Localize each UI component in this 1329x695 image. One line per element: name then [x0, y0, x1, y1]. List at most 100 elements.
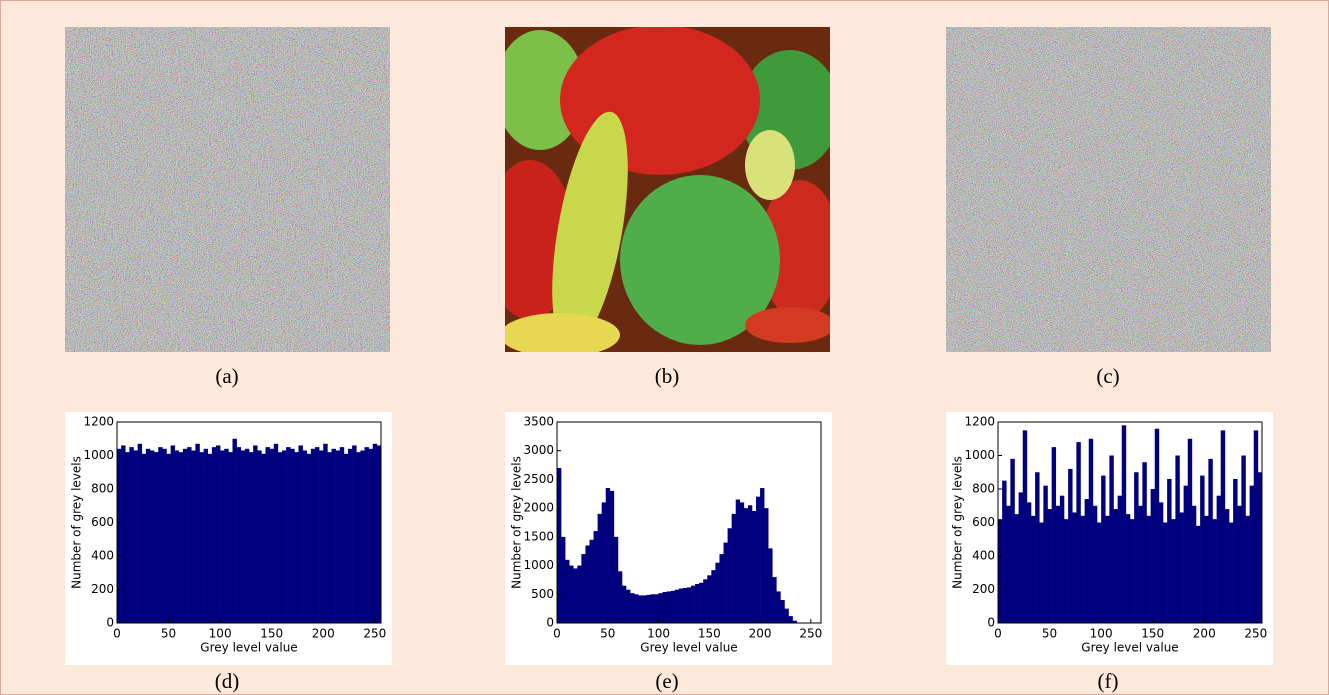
histogram-bar: [1204, 516, 1208, 623]
histogram-bar: [228, 452, 232, 623]
x-tick-label: 0: [553, 627, 561, 641]
x-axis-label: Grey level value: [640, 641, 737, 655]
histogram-bar: [278, 452, 282, 623]
histogram-bar: [646, 595, 650, 623]
histogram-bar: [1147, 516, 1151, 623]
histogram-bar: [1241, 456, 1245, 624]
histogram-bar: [1043, 486, 1047, 623]
encrypted-image: [946, 27, 1271, 352]
x-tick-label: 100: [1090, 627, 1113, 641]
x-tick-label: 200: [1193, 627, 1216, 641]
x-tick-label: 50: [600, 627, 615, 641]
caption: (e): [655, 669, 678, 693]
histogram-bar: [675, 590, 679, 623]
x-tick-label: 200: [312, 627, 335, 641]
histogram-bar: [1060, 496, 1064, 623]
histogram-bar: [319, 450, 323, 623]
histogram-bar: [1151, 489, 1155, 623]
histogram-bar: [183, 449, 187, 623]
histogram-bar: [1142, 462, 1146, 623]
histogram-bar: [683, 588, 687, 623]
x-axis-label: Grey level value: [200, 641, 297, 655]
histogram-bar: [1109, 456, 1113, 624]
histogram-bar: [744, 508, 748, 623]
histogram-bar: [707, 575, 711, 623]
histogram-bar: [286, 447, 290, 623]
histogram-bar: [1155, 429, 1159, 623]
histogram-bar: [1114, 509, 1118, 623]
histogram-bar: [1019, 492, 1023, 623]
histogram-bar: [270, 449, 274, 623]
histogram-bar: [154, 452, 158, 623]
histogram-bar: [1229, 523, 1233, 624]
histogram-bar: [365, 447, 369, 623]
histogram-bar: [1237, 506, 1241, 623]
histogram-bar: [1056, 506, 1060, 623]
histogram-bar: [1093, 506, 1097, 623]
histogram-bar: [1163, 523, 1167, 624]
histogram-bar: [1159, 502, 1163, 623]
y-tick-label: 1000: [83, 448, 114, 462]
histogram-bar: [1048, 509, 1052, 623]
histogram-bar: [323, 444, 327, 623]
histogram-bar: [622, 586, 626, 623]
histogram-bar: [200, 452, 204, 623]
histogram-bar: [129, 447, 133, 623]
histogram-bar: [687, 587, 691, 623]
histogram-bar: [719, 554, 723, 623]
histogram-bar: [638, 595, 642, 623]
histogram-bar: [667, 591, 671, 623]
histogram-bar: [1010, 459, 1014, 623]
histogram-bar: [642, 595, 646, 623]
histogram-bar: [253, 445, 257, 623]
histogram-bar: [626, 590, 630, 623]
histogram-bar: [748, 505, 752, 623]
histogram-bar: [307, 454, 311, 623]
histogram-bar: [175, 450, 179, 623]
histogram-bar: [772, 577, 776, 623]
histogram-bar: [311, 449, 315, 623]
histogram-bar: [1035, 472, 1039, 623]
y-tick-label: 1200: [83, 415, 114, 429]
histogram-bar: [1200, 476, 1204, 623]
histogram-bar: [671, 591, 675, 623]
y-tick-label: 1000: [523, 558, 554, 572]
histogram-bar: [589, 540, 593, 623]
histogram-bar: [1015, 514, 1019, 623]
histogram-bar: [1027, 502, 1031, 623]
caption: (d): [215, 669, 240, 693]
histogram-bar: [369, 449, 373, 623]
y-axis-label: Number of grey levels: [70, 456, 84, 589]
histogram-bar: [1233, 479, 1237, 623]
histogram-bar: [299, 445, 303, 623]
y-tick-label: 1000: [964, 448, 995, 462]
histogram-bar: [610, 491, 614, 623]
histogram-bar: [1072, 512, 1076, 623]
x-tick-label: 250: [363, 627, 386, 641]
x-tick-label: 0: [994, 627, 1002, 641]
histogram-bar: [360, 450, 364, 623]
histogram-bar: [336, 450, 340, 623]
histogram-bar: [1250, 486, 1254, 623]
histogram-bar: [1076, 442, 1080, 623]
histogram-bar: [158, 447, 162, 623]
histogram-bar: [162, 449, 166, 623]
histogram-bar: [315, 447, 319, 623]
histogram-bar: [659, 593, 663, 623]
x-tick-label: 150: [698, 627, 721, 641]
histogram-bar: [728, 528, 732, 623]
figure: (a)(b)(c)(d)(e)(f)0200400600800100012000…: [0, 0, 1329, 695]
histogram-bar: [1002, 481, 1006, 623]
histogram-bar: [146, 449, 150, 623]
histogram-bar: [150, 450, 154, 623]
histogram-bar: [142, 454, 146, 623]
histogram-bar: [257, 450, 261, 623]
x-tick-label: 50: [1042, 627, 1057, 641]
x-tick-label: 100: [209, 627, 232, 641]
histogram-bar: [756, 497, 760, 623]
caption: (c): [1096, 364, 1119, 388]
x-tick-label: 0: [113, 627, 121, 641]
histogram-bar: [1085, 499, 1089, 623]
histogram-bar: [138, 444, 142, 623]
histogram-bar: [789, 616, 793, 623]
